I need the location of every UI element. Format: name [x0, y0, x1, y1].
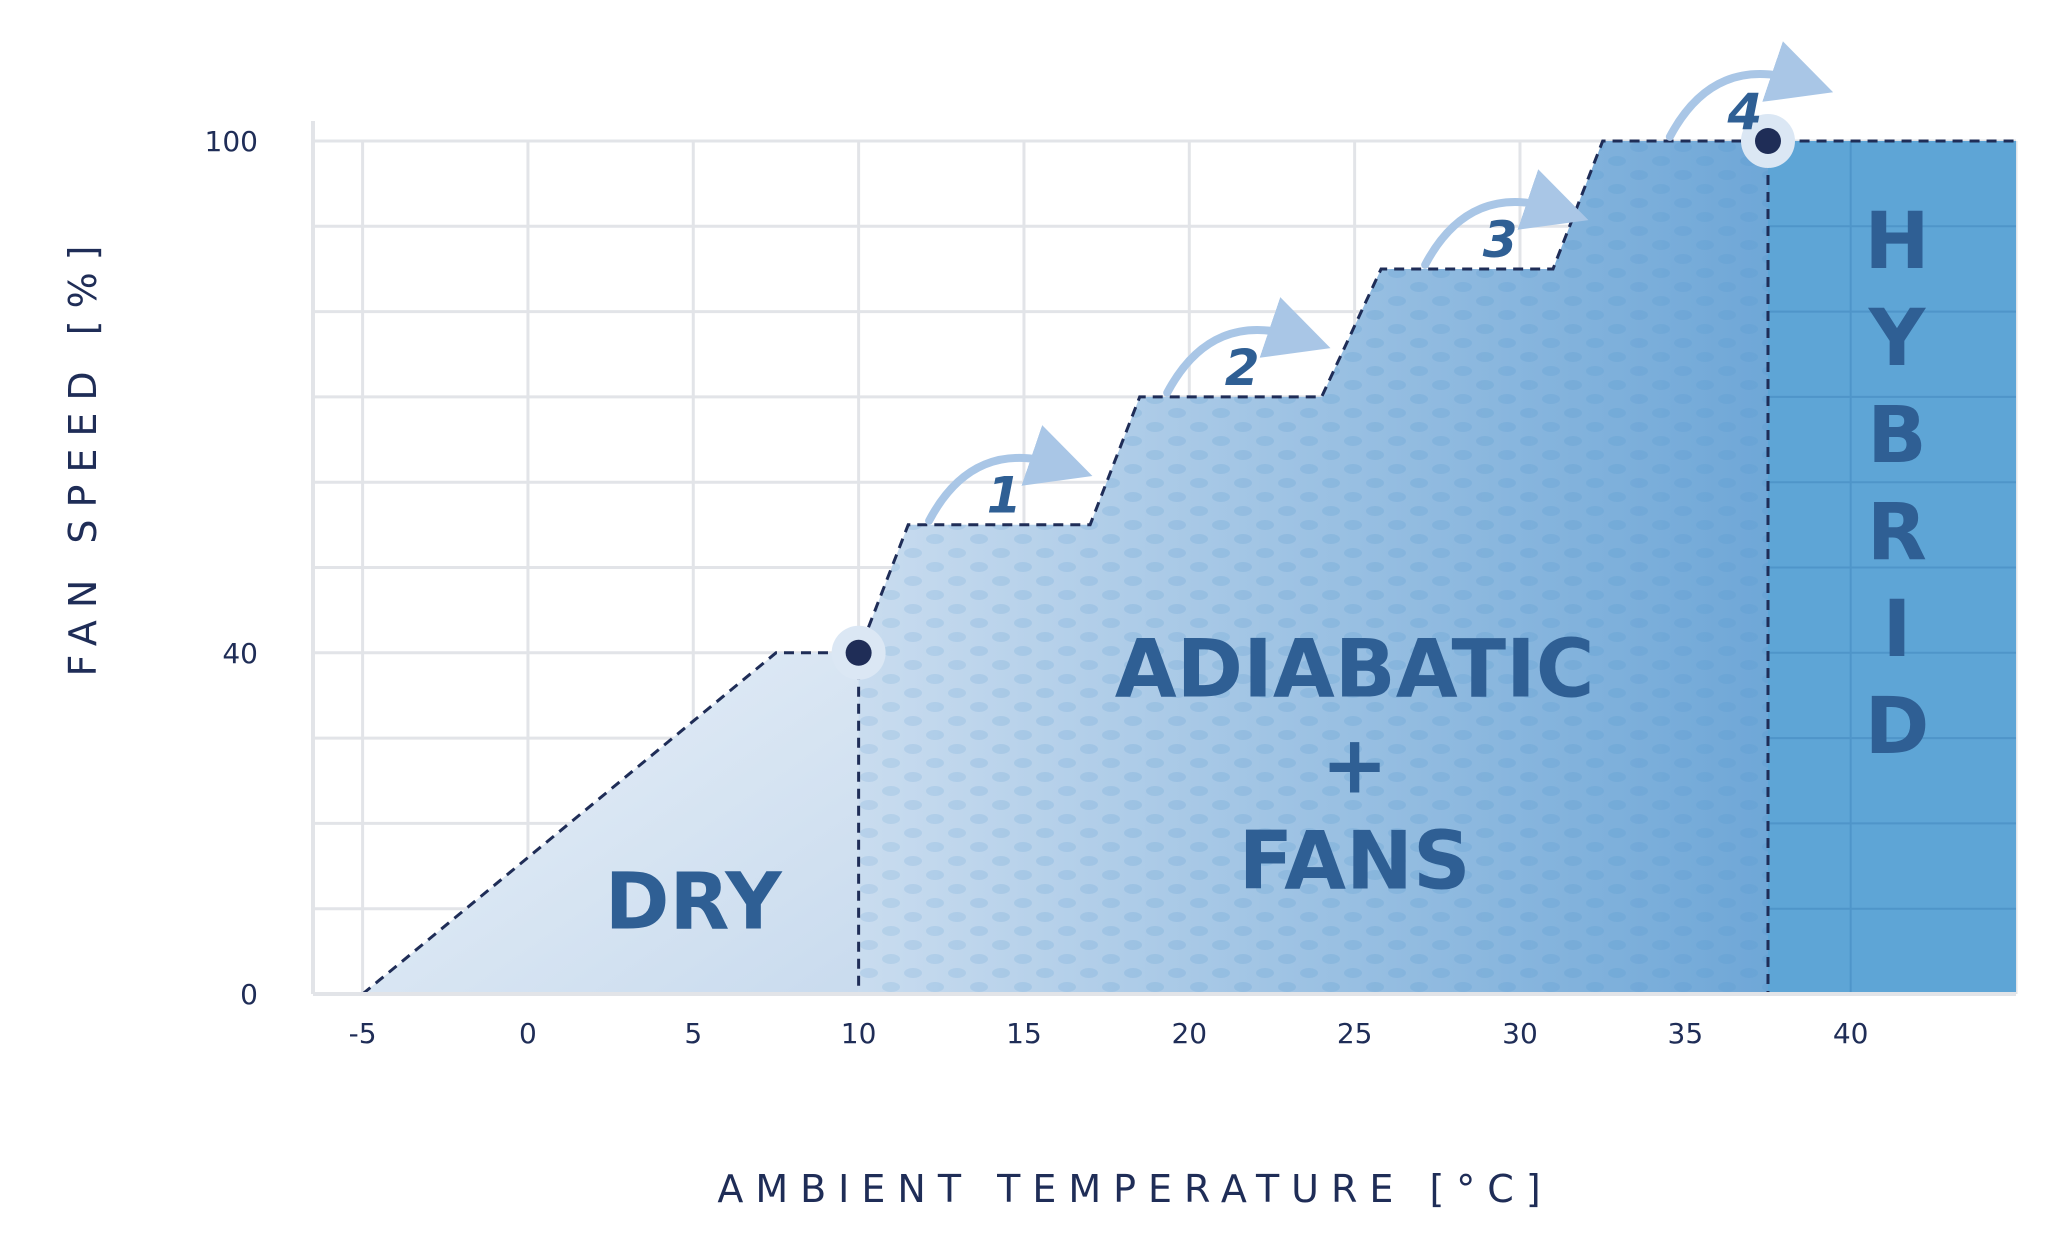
x-tick-label: 30 [1502, 1017, 1538, 1050]
y-tick-label: 100 [205, 125, 258, 158]
y-tick-label: 40 [222, 637, 258, 670]
dry-area [362, 652, 859, 994]
x-tick-label: 20 [1171, 1017, 1207, 1050]
area-layer [362, 141, 2016, 994]
x-tick-label: 40 [1833, 1017, 1869, 1050]
x-tick-label: 5 [684, 1017, 702, 1050]
x-axis-title: AMBIENT TEMPERATURE [°C] [717, 1167, 1552, 1211]
region-label: DRY [605, 857, 784, 947]
x-tick-label: 25 [1337, 1017, 1373, 1050]
region-label: Y [1868, 294, 1927, 384]
x-tick-label: 0 [519, 1017, 537, 1050]
step-label: 1 [987, 467, 1022, 525]
step-arrow [925, 425, 1093, 525]
x-tick-label: 35 [1668, 1017, 1704, 1050]
x-tick-label: -5 [349, 1017, 377, 1050]
marker-layer [831, 114, 1795, 680]
region-label: ADIABATIC [1115, 622, 1595, 715]
region-label: R [1867, 488, 1927, 578]
transition-point [1754, 128, 1781, 154]
step-label: 3 [1483, 211, 1518, 269]
transition-point [845, 639, 872, 666]
region-label: FANS [1239, 814, 1471, 907]
x-tick-label: 10 [841, 1017, 877, 1050]
region-label: I [1882, 585, 1911, 675]
step-arrow [1163, 297, 1331, 397]
step-layer: 1 2 3 4 [925, 41, 1834, 525]
region-label: B [1867, 391, 1926, 481]
region-label: H [1864, 197, 1929, 287]
x-tick-label: 15 [1006, 1017, 1042, 1050]
y-axis-title: FAN SPEED [%] [61, 233, 105, 676]
adiabatic-droplet-pattern [858, 141, 1768, 994]
step-arrow [1421, 169, 1589, 269]
region-label: D [1865, 682, 1930, 772]
axes: -5 0 5 10 15 20 25 30 35 40 0 40 100 [205, 121, 2016, 1050]
step-label: 2 [1225, 339, 1260, 397]
step-arrow [1665, 41, 1834, 141]
step-label: 4 [1726, 83, 1762, 141]
region-label: + [1321, 718, 1388, 811]
y-tick-label: 0 [240, 978, 258, 1011]
